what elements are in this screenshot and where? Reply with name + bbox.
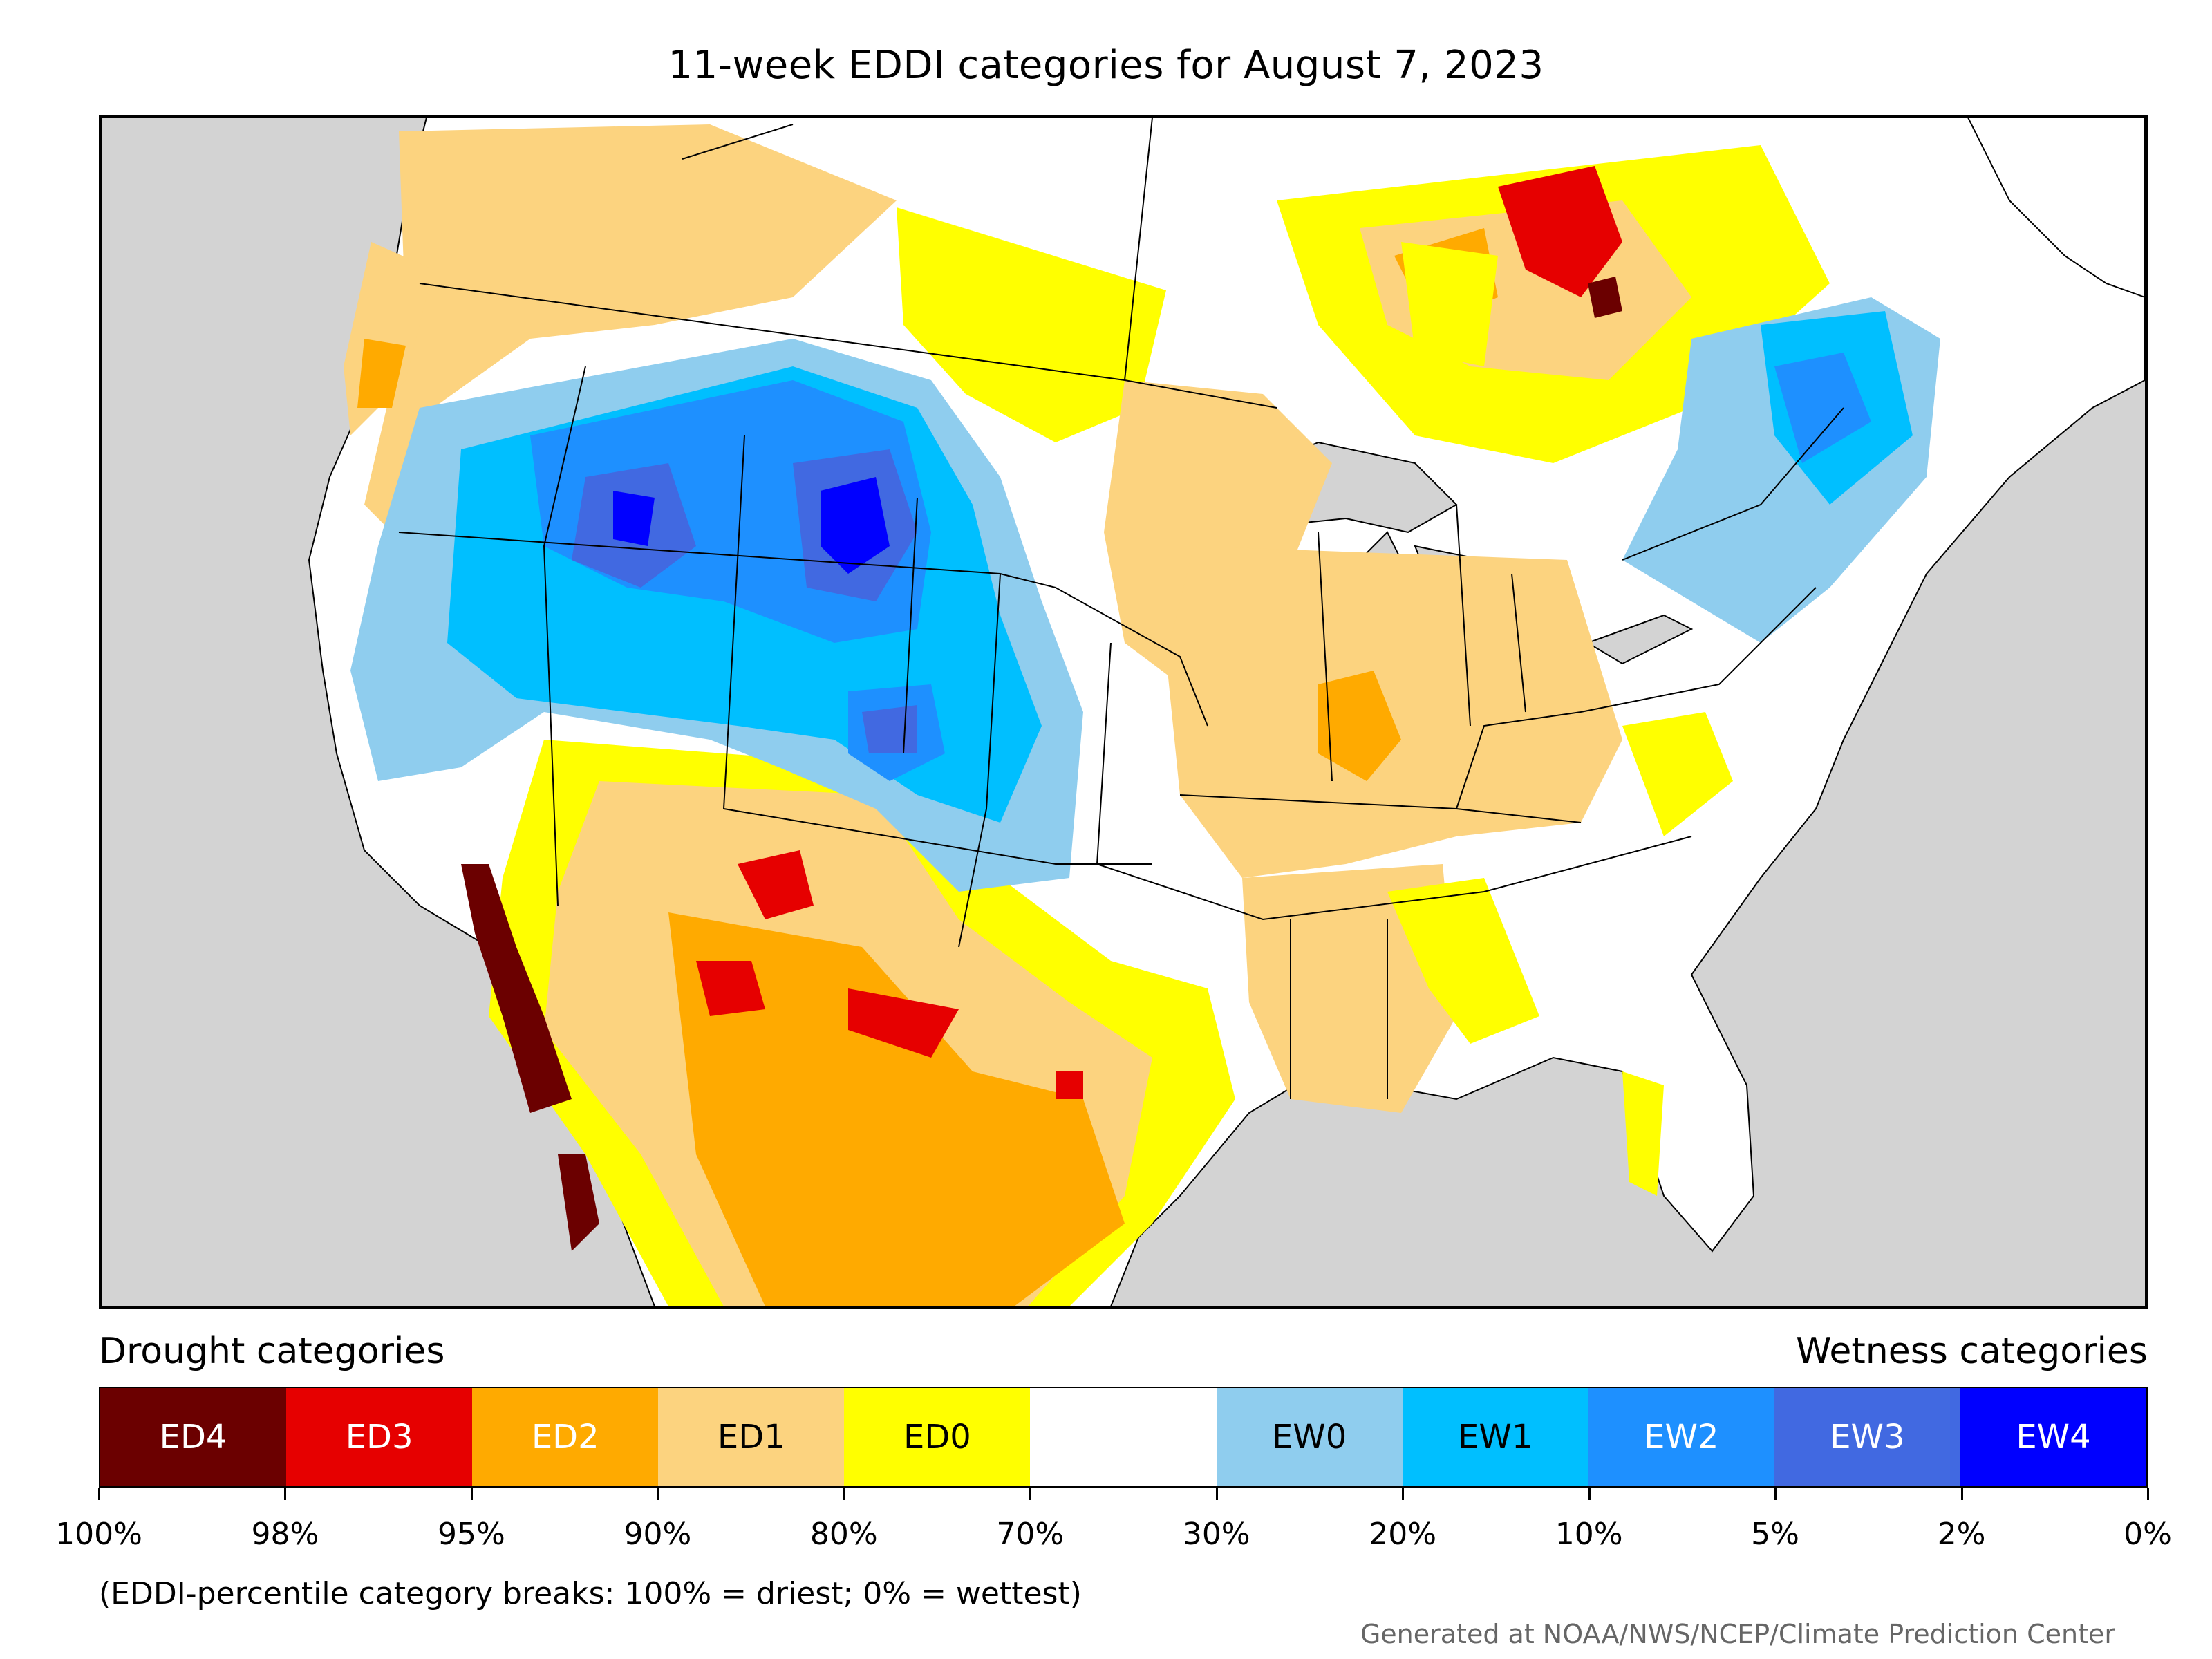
legend-ew3: EW3 [1774,1388,1960,1486]
tick-mark [1215,1488,1218,1500]
category-breaks-note: (EDDI-percentile category breaks: 100% =… [99,1576,1082,1611]
boundaries [398,118,1844,1099]
tick-label: 2% [1937,1517,1986,1552]
category-regions [344,124,1940,1306]
tick-label: 90% [624,1517,692,1552]
tick-mark [657,1488,659,1500]
percentile-ticks: 100% 98% 95% 90% 80% 70% 30% 20% 10% 5% 2% 0% [55,1488,2172,1552]
legend-ed0: ED0 [844,1388,1031,1486]
tick-mark [470,1488,473,1500]
tick-mark [843,1488,845,1500]
legend-normal [1030,1388,1217,1486]
tick-mark [1402,1488,1405,1500]
tick-label: 10% [1555,1517,1623,1552]
legend-ew0: EW0 [1216,1388,1403,1486]
tick-mark [98,1488,100,1500]
tick-mark [1588,1488,1591,1500]
legend-ed2: ED2 [472,1388,659,1486]
tick-label: 5% [1751,1517,1799,1552]
credit-line: Generated at NOAA/NWS/NCEP/Climate Predi… [1360,1619,2115,1649]
legend-ed1: ED1 [658,1388,845,1486]
tick-mark [1774,1488,1777,1500]
legend-ew4: EW4 [1960,1388,2147,1486]
tick-mark [2147,1488,2149,1500]
map-title: 11-week EDDI categories for August 7, 20… [668,43,1544,88]
tick-label: 95% [438,1517,505,1552]
legend-ed4: ED4 [100,1388,287,1486]
tick-label: 0% [2124,1517,2172,1552]
category-colorbar: ED4 ED3 ED2 ED1 ED0 EW0 EW1 EW2 EW3 EW4 [99,1387,2148,1488]
tick-label: 20% [1369,1517,1437,1552]
legend-ed3: ED3 [286,1388,473,1486]
legend-ew1: EW1 [1402,1388,1588,1486]
tick-label: 30% [1182,1517,1250,1552]
eddi-map [99,115,2148,1309]
tick-mark [1960,1488,1963,1500]
tick-label: 80% [809,1517,878,1552]
tick-label: 70% [996,1517,1065,1552]
tick-mark [284,1488,287,1500]
wetness-categories-heading: Wetness categories [1796,1331,2148,1372]
drought-categories-heading: Drought categories [99,1331,445,1372]
tick-mark [1029,1488,1032,1500]
legend-ew2: EW2 [1588,1388,1774,1486]
tick-label: 98% [251,1517,319,1552]
map-svg [308,118,2145,1306]
tick-label: 100% [55,1517,142,1552]
